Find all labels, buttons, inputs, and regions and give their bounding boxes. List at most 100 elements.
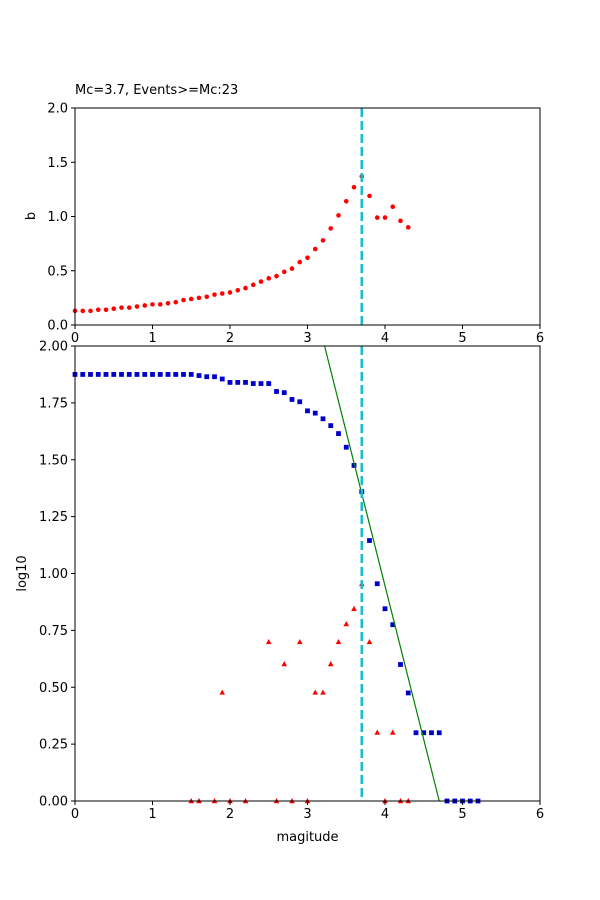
b-value-series-0-point <box>173 299 179 305</box>
b-value-y-tick-label: 1.0 <box>47 210 68 225</box>
b-value-series-0-point <box>320 238 326 243</box>
b-value-series-0-point <box>157 302 163 307</box>
fit-line <box>323 345 440 802</box>
b-value-series-0-point <box>219 291 225 296</box>
magnitude-frequency-series-0-point <box>390 622 396 628</box>
b-value-plot-area <box>75 108 540 325</box>
magnitude-frequency-series-0-point <box>173 372 179 377</box>
magnitude-frequency-series-0-point <box>398 662 403 667</box>
b-value-y-tick-label: 2.0 <box>47 102 68 117</box>
magnitude-frequency-x-tick-label: 3 <box>303 807 311 822</box>
magnitude-frequency-y-tick-label: 1.50 <box>39 453 68 468</box>
magnitude-frequency-series-0-point <box>351 463 357 468</box>
b-value-series-0-point <box>367 193 372 199</box>
magnitude-frequency-series-0-point <box>188 372 194 377</box>
b-value-series-0-point <box>343 199 349 204</box>
b-value-series-0-point <box>150 302 155 307</box>
b-value-series-0-point <box>111 306 117 312</box>
magnitude-frequency-series-0-point <box>258 381 264 386</box>
b-value-series-0-point <box>274 273 279 279</box>
x-axis-label: magitude <box>276 830 338 845</box>
magnitude-frequency-series-0-point <box>305 408 310 414</box>
b-value-series-0-point <box>305 255 310 261</box>
magnitude-frequency-y-tick-label: 1.25 <box>39 510 68 525</box>
b-value-series-0-point <box>328 226 334 231</box>
magnitude-frequency-y-tick-label: 1.75 <box>39 396 68 411</box>
magnitude-frequency-series-1-point <box>389 729 396 735</box>
magnitude-frequency-series-0-point <box>204 374 210 380</box>
magnitude-frequency-series-0-point <box>367 538 372 543</box>
magnitude-frequency-series-0-point <box>111 372 117 377</box>
magnitude-frequency-series-0-point <box>134 372 140 377</box>
magnitude-frequency-series-0-point <box>80 372 86 377</box>
b-value-x-tick-label: 1 <box>148 331 156 346</box>
magnitude-frequency-series-0-point <box>405 690 411 696</box>
b-value-x-tick-label: 6 <box>536 331 544 346</box>
magnitude-frequency-series-0-point <box>289 397 295 402</box>
b-value-y-tick-label: 0.0 <box>47 319 68 334</box>
magnitude-frequency-series-0-point <box>281 390 287 396</box>
magnitude-frequency-series-0-point <box>312 410 318 416</box>
b-value-series-0-point <box>312 246 318 252</box>
b-value-y-axis-label: b <box>24 212 39 220</box>
magnitude-frequency-series-0-point <box>336 431 341 436</box>
magnitude-frequency-series-1-point <box>343 621 350 627</box>
b-value-y-tick-label: 0.5 <box>47 264 68 279</box>
b-value-series-0-point <box>250 282 256 288</box>
magnitude-frequency-series-0-point <box>126 372 132 377</box>
b-value-panel: 0 1 2 3 4 5 6 0.0 0.5 1.0 1.5 2.0 Mc=3.7, Events>=M… <box>24 83 544 346</box>
magnitude-frequency-series-0-point <box>227 380 233 385</box>
magnitude-frequency-series-1-point <box>265 638 272 645</box>
magnitude-frequency-series-0-point <box>421 730 427 736</box>
log10-y-axis-label: log10 <box>15 555 30 591</box>
magnitude-frequency-y-tick-label: 0.25 <box>39 738 68 753</box>
magnitude-frequency-series-0-point <box>219 376 225 382</box>
b-value-series-0-point <box>289 266 295 271</box>
magnitude-frequency-series-0-point <box>157 372 163 377</box>
magnitude-frequency-y-tick-label: 2.00 <box>39 340 68 355</box>
b-value-series-0-point <box>374 215 380 220</box>
b-value-x-tick-label: 2 <box>226 331 234 346</box>
b-value-series-0-point <box>390 204 396 210</box>
magnitude-frequency-series-0-point <box>328 423 334 429</box>
magnitude-frequency-x-tick-label: 4 <box>381 807 389 822</box>
b-value-series-0-point <box>336 213 341 218</box>
b-value-series-0-point <box>297 259 303 265</box>
magnitude-frequency-series-1-point <box>327 661 334 667</box>
b-value-series-0-point <box>126 305 132 310</box>
b-value-series-0-point <box>281 269 287 275</box>
b-value-series-0-point <box>266 276 272 281</box>
magnitude-frequency-x-tick-label: 2 <box>226 807 234 822</box>
b-value-x-tick-label: 4 <box>381 331 389 346</box>
magnitude-frequency-series-1-point <box>366 638 373 645</box>
magnitude-frequency-series-0-point <box>212 374 217 380</box>
b-value-series-0-point <box>382 215 388 220</box>
magnitude-frequency-series-0-point <box>119 372 124 377</box>
magnitude-frequency-ticks: 0 1 2 3 4 5 6 0.00 0.25 0.50 0.75 1.00 1.25 1.50 1.75 2… <box>39 340 544 823</box>
magnitude-frequency-x-tick-label: 6 <box>536 807 544 822</box>
magnitude-frequency-series-0-point <box>266 381 272 386</box>
magnitude-frequency-series-0-point <box>103 372 109 377</box>
magnitude-frequency-series-0-point <box>297 399 303 405</box>
chart-title: Mc=3.7, Events>=Mc:23 <box>75 83 238 98</box>
b-value-series-0-point <box>398 218 403 224</box>
b-value-series-0-point <box>103 307 109 313</box>
magnitude-frequency-x-tick-label: 5 <box>458 807 466 822</box>
b-value-marks <box>72 108 411 325</box>
magnitude-frequency-y-tick-label: 0.50 <box>39 681 68 696</box>
magnitude-frequency-series-0-point <box>382 606 388 612</box>
b-value-series-0-point <box>196 295 202 301</box>
b-value-series-0-point <box>95 307 101 313</box>
magnitude-frequency-plot-area <box>75 346 540 801</box>
magnitude-frequency-series-1-point <box>351 605 357 611</box>
magnitude-frequency-series-0-point <box>150 372 155 377</box>
b-value-series-0-point <box>80 308 86 314</box>
b-value-x-tick-label: 3 <box>303 331 311 346</box>
magnitude-frequency-series-1-point <box>320 689 326 695</box>
magnitude-frequency-series-1-point <box>312 689 319 695</box>
b-value-series-0-point <box>235 287 241 293</box>
b-value-series-0-point <box>212 292 217 297</box>
magnitude-frequency-y-tick-label: 1.00 <box>39 567 68 582</box>
magnitude-frequency-series-0-point <box>235 380 241 385</box>
magnitude-frequency-series-0-point <box>320 416 326 422</box>
